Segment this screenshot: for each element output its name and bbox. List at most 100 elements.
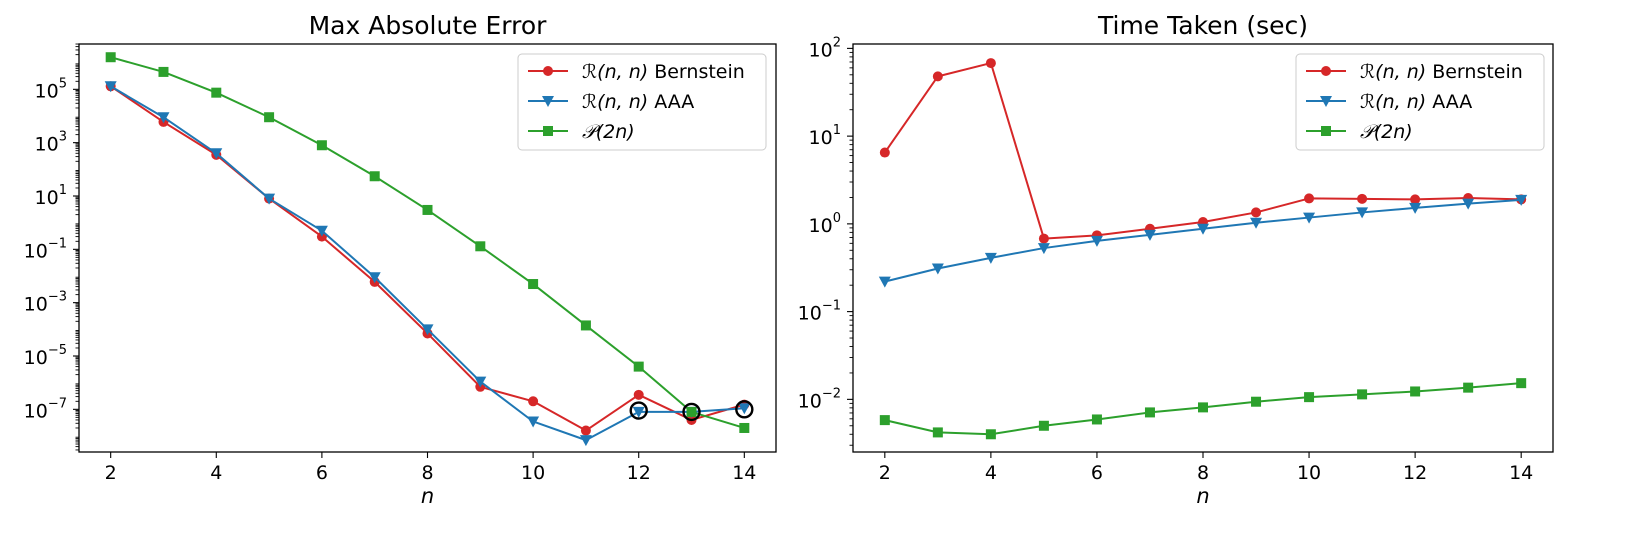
legend-label: ℛ(n, n) AAA — [582, 91, 694, 113]
legend-marker — [543, 126, 553, 136]
data-point — [632, 406, 645, 418]
data-point — [580, 320, 591, 331]
y-tick-exponent: 2 — [833, 35, 841, 50]
data-point — [579, 435, 592, 447]
plot-area — [104, 52, 754, 447]
legend: ℛ(n, n) Bernstein ℛ(n, n) AAA 𝒫(2n) — [1295, 53, 1545, 151]
data-point — [1462, 198, 1475, 210]
data-point — [1198, 402, 1208, 413]
y-tick-base: 10 — [809, 215, 833, 237]
legend-label: 𝒫(2n) — [1360, 121, 1413, 143]
x-tick-label: 6 — [1091, 462, 1103, 484]
y-tick-base: 10 — [809, 127, 833, 149]
data-point — [1304, 193, 1315, 204]
series-1 — [878, 194, 1528, 288]
legend-marker — [542, 96, 554, 107]
x-tick-label: 14 — [732, 462, 756, 484]
series-2 — [105, 52, 750, 433]
y-tick-base: 10 — [24, 347, 48, 369]
data-point — [580, 425, 591, 436]
y-tick-label: 10−3 — [24, 290, 67, 316]
data-point — [1143, 229, 1156, 241]
data-point — [1303, 212, 1316, 224]
legend-item: ℛ(n, n) AAA — [1306, 91, 1472, 113]
data-point — [985, 58, 996, 69]
y-tick-label: 101 — [35, 183, 67, 209]
legend-label-math: ℛ(n, n) — [1360, 91, 1426, 113]
legend-label-math: ℛ(n, n) — [582, 91, 648, 113]
data-point — [158, 66, 169, 77]
x-tick-label: 6 — [316, 462, 328, 484]
y-tick-exponent: −3 — [48, 290, 67, 305]
y-tick-exponent: −1 — [48, 236, 67, 251]
data-point — [210, 148, 223, 160]
data-point — [879, 415, 890, 426]
data-point — [738, 403, 751, 415]
x-tick-label: 2 — [105, 462, 117, 484]
data-point — [315, 225, 328, 237]
y-tick-label: 100 — [809, 211, 841, 237]
data-point — [1357, 193, 1368, 204]
legend-label: 𝒫(2n) — [582, 121, 635, 143]
data-point — [984, 252, 997, 264]
legend-marker — [1321, 66, 1331, 76]
plot-frame — [852, 43, 1554, 453]
data-point — [316, 140, 327, 151]
data-point — [931, 263, 944, 275]
data-point — [368, 272, 381, 284]
y-tick-label: 10−1 — [798, 299, 841, 325]
y-tick-exponent: 0 — [833, 211, 841, 226]
legend-label-method: AAA — [654, 91, 694, 113]
legend-item: 𝒫(2n) — [528, 121, 635, 143]
series-1 — [104, 81, 751, 447]
legend-marker — [1320, 96, 1332, 107]
chart-title: Max Absolute Error — [309, 11, 548, 40]
data-point — [878, 276, 891, 288]
legend: ℛ(n, n) Bernstein ℛ(n, n) AAA 𝒫(2n) — [517, 53, 767, 151]
legend-label-method: Bernstein — [1432, 61, 1523, 83]
x-tick-label: 4 — [985, 462, 997, 484]
legend-marker — [543, 66, 553, 76]
y-tick-exponent: −2 — [822, 386, 841, 401]
legend-marker — [1321, 126, 1331, 136]
x-tick-label: 10 — [1297, 462, 1321, 484]
y-tick-base: 10 — [809, 39, 833, 61]
y-tick-base: 10 — [798, 390, 822, 412]
data-point — [157, 112, 170, 124]
chart-title: Time Taken (sec) — [1097, 11, 1308, 40]
data-point — [1515, 194, 1528, 206]
data-point — [1038, 233, 1049, 244]
legend-label: ℛ(n, n) Bernstein — [582, 61, 745, 83]
y-tick-label: 10−1 — [24, 236, 67, 262]
legend-item: ℛ(n, n) AAA — [528, 91, 694, 113]
data-point — [211, 87, 222, 98]
data-point — [1251, 207, 1262, 218]
data-point — [1091, 414, 1102, 425]
y-tick-label: 10−5 — [24, 343, 67, 369]
y-tick-exponent: −1 — [822, 299, 841, 314]
highlight-circle — [682, 402, 701, 422]
data-point — [932, 71, 943, 82]
y-tick-label: 103 — [35, 130, 67, 156]
data-point — [1463, 382, 1474, 393]
y-tick-exponent: 5 — [59, 76, 67, 91]
y-tick-label: 105 — [35, 76, 67, 102]
legend-item: ℛ(n, n) Bernstein — [1306, 61, 1523, 83]
data-point — [474, 376, 487, 388]
y-tick-exponent: 1 — [59, 183, 67, 198]
legend-label-math: 𝒫(2n) — [1360, 121, 1413, 143]
data-point — [528, 279, 539, 290]
data-point — [633, 389, 644, 400]
data-point — [985, 429, 996, 440]
y-tick-label: 10−7 — [24, 396, 67, 422]
data-point — [1037, 243, 1050, 255]
legend-label-math: 𝒫(2n) — [582, 121, 635, 143]
highlight-circle — [629, 401, 648, 420]
x-tick-label: 12 — [1403, 462, 1427, 484]
legend-label-method: AAA — [1432, 91, 1472, 113]
data-point — [1250, 217, 1263, 229]
y-tick-base: 10 — [35, 134, 59, 156]
y-tick-base: 10 — [35, 187, 59, 209]
